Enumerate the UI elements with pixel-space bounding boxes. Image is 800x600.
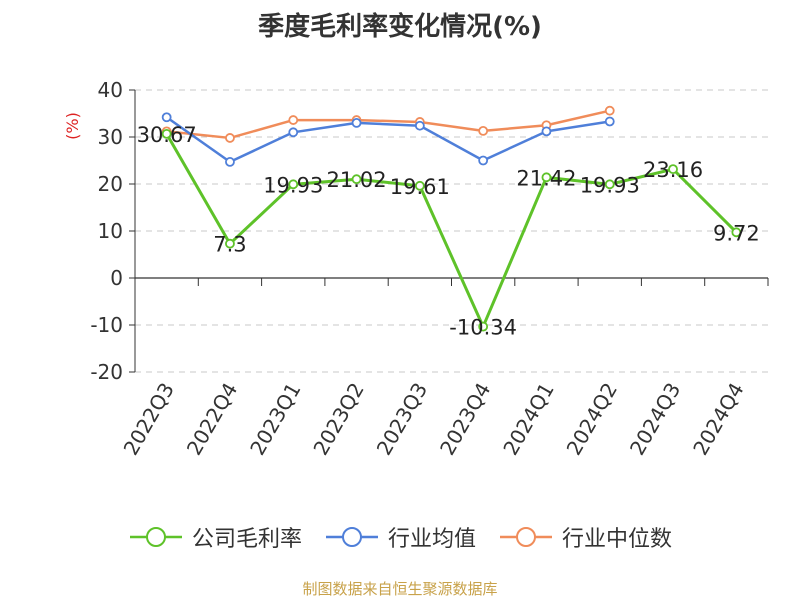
- data-point: [161, 128, 172, 139]
- data-label: 21.42: [516, 166, 576, 190]
- data-point: [225, 133, 235, 143]
- data-point: [351, 118, 362, 128]
- data-point: [414, 180, 425, 191]
- data-label: 9.72: [713, 221, 760, 245]
- series-line-0: [165, 133, 738, 329]
- series-line-2: [166, 109, 611, 140]
- legend-line-marker-icon: [129, 527, 182, 547]
- y-tick-label: 30: [98, 125, 123, 149]
- y-tick-label: 40: [98, 78, 123, 102]
- data-label: 19.93: [580, 173, 640, 197]
- y-tick-label: -20: [90, 360, 123, 384]
- x-tick-label: 2023Q4: [435, 379, 495, 460]
- y-tick-label: 20: [98, 172, 123, 196]
- data-label: 30.67: [137, 123, 197, 147]
- data-point: [351, 174, 362, 185]
- data-point: [604, 179, 615, 190]
- data-point: [668, 164, 678, 175]
- legend-label: 行业均值: [387, 527, 476, 552]
- series-line-1: [165, 116, 610, 164]
- legend-label: 公司毛利率: [191, 527, 302, 552]
- legend-item[interactable]: 行业均值: [324, 521, 476, 553]
- data-point: [414, 120, 425, 131]
- data-label: 7.3: [213, 233, 246, 257]
- data-point: [541, 126, 552, 137]
- x-tick-label: 2023Q3: [372, 379, 432, 460]
- legend: 公司毛利率 行业均值 行业中位数: [0, 520, 800, 554]
- data-point: [604, 105, 615, 116]
- x-tick-label: 2024Q2: [562, 379, 622, 460]
- data-point: [541, 172, 552, 183]
- data-point: [161, 112, 172, 123]
- data-label: 19.93: [263, 173, 323, 197]
- legend-line-marker-icon: [500, 527, 552, 547]
- data-label: 19.61: [390, 175, 450, 199]
- y-tick-label: -10: [90, 313, 123, 337]
- data-point: [225, 238, 235, 249]
- legend-item[interactable]: 公司毛利率: [128, 521, 302, 553]
- y-axis-label: (%): [63, 112, 82, 140]
- data-point: [478, 155, 489, 166]
- x-tick-label: 2024Q1: [498, 379, 558, 460]
- data-point: [731, 227, 742, 238]
- data-label: -10.34: [449, 316, 517, 340]
- data-point: [288, 127, 299, 138]
- data-point: [478, 321, 489, 332]
- x-tick-label: 2023Q1: [245, 379, 305, 460]
- chart-title: 季度毛利率变化情况(%): [258, 12, 542, 42]
- legend-item[interactable]: 行业中位数: [498, 521, 672, 553]
- data-point: [288, 115, 299, 125]
- x-tick-label: 2022Q4: [182, 379, 242, 460]
- data-label: 23.16: [643, 158, 703, 182]
- source-note: 制图数据来自恒生聚源数据库: [302, 580, 498, 598]
- series-lines: [161, 105, 742, 332]
- data-point: [288, 179, 299, 190]
- data-point: [225, 157, 235, 167]
- data-label: 21.02: [326, 168, 386, 192]
- x-tick-label: 2024Q4: [688, 379, 748, 460]
- x-tick-label: 2024Q3: [625, 379, 685, 460]
- legend-line-marker-icon: [325, 527, 378, 547]
- y-tick-label: 10: [98, 219, 123, 243]
- x-tick-label: 2022Q3: [119, 379, 179, 460]
- legend-label: 行业中位数: [562, 527, 673, 552]
- y-tick-label: 0: [110, 266, 123, 290]
- x-tick-label: 2023Q2: [308, 379, 368, 460]
- data-point: [478, 125, 489, 136]
- data-point: [604, 116, 615, 127]
